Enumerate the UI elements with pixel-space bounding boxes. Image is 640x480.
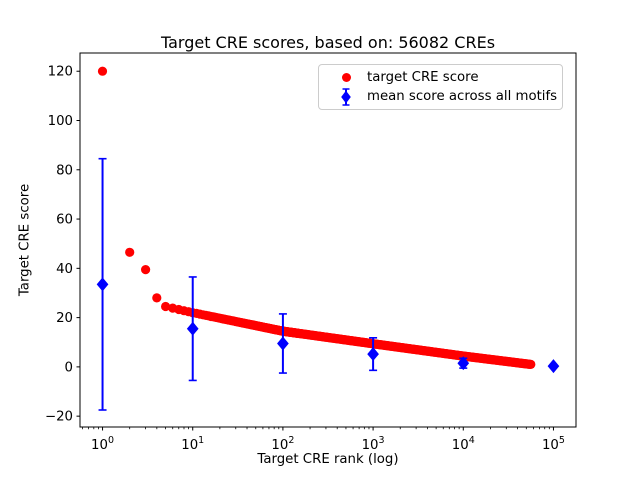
x-axis-label: Target CRE rank (log)	[257, 452, 399, 467]
red-dot-icon	[341, 73, 351, 82]
y-tick-label: 0	[65, 360, 73, 375]
mean-diamond-marker	[96, 277, 109, 292]
plot-frame	[79, 52, 577, 428]
y-tick-label: 100	[48, 114, 73, 129]
series-mean-score	[96, 157, 560, 411]
mean-diamond-marker	[277, 336, 289, 351]
y-tick-label: 80	[56, 163, 73, 178]
legend-item-mean-score: mean score across all motifs	[319, 87, 562, 106]
mean-diamond-marker	[186, 321, 199, 336]
legend-label-target-cre-score: target CRE score	[367, 70, 479, 85]
y-tick-label: 120	[48, 65, 73, 80]
x-tick-label: 103	[362, 435, 385, 453]
x-tick-label: 101	[181, 435, 204, 453]
red-circle-marker-icon	[337, 69, 355, 87]
y-axis-label: Target CRE score	[17, 183, 33, 297]
legend: target CRE score mean score across all m…	[318, 64, 563, 110]
y-tick-label: 60	[56, 213, 73, 228]
y-tick-label: −20	[45, 410, 73, 425]
legend-label-mean-score: mean score across all motifs	[367, 89, 558, 104]
x-tick-label: 105	[542, 435, 565, 453]
y-tick-label: 20	[56, 311, 73, 326]
mean-diamond-marker	[367, 347, 379, 362]
x-tick-label: 104	[452, 435, 475, 453]
series-target-cre-score	[97, 66, 536, 369]
mean-diamond-marker	[547, 359, 560, 374]
chart-title: Target CRE scores, based on: 56082 CREs	[160, 33, 496, 52]
axes-ticks: −20 0 20 40 60 80 100 120 100 101 102 103 104 105	[45, 65, 565, 453]
legend-item-target-cre-score: target CRE score	[319, 68, 562, 87]
x-tick-label: 102	[271, 435, 294, 453]
mean-diamond-marker	[457, 356, 470, 371]
blue-diamond-errorbar-icon	[337, 87, 355, 106]
x-tick-label: 100	[91, 435, 114, 453]
y-tick-label: 40	[56, 262, 73, 277]
